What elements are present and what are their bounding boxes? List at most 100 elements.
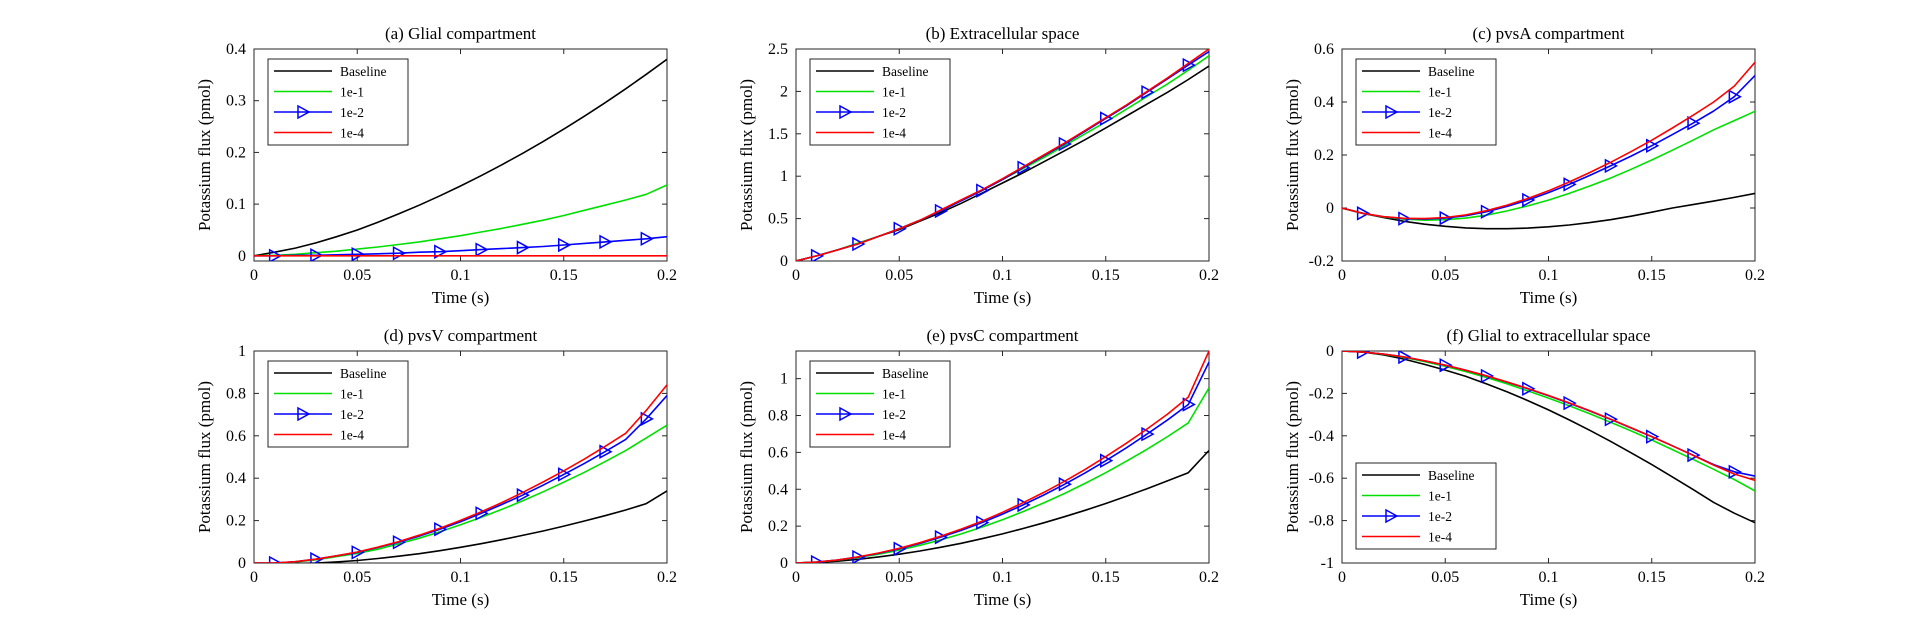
chart-title: (c) pvsA compartment: [1472, 24, 1624, 43]
series-marker: [1646, 138, 1660, 153]
legend-label: 1e-4: [882, 428, 906, 443]
y-axis-label: Potassium flux (pmol): [737, 381, 756, 533]
legend-marker: [1385, 508, 1399, 524]
series-marker: [1563, 395, 1577, 411]
legend: Baseline 1e-1 1e-2 1e-4: [1355, 58, 1497, 146]
legend-box: [809, 58, 951, 146]
legend: Baseline 1e-1 1e-2 1e-4: [267, 58, 409, 146]
series-line-Baseline: [1342, 351, 1755, 524]
series-marker: [852, 236, 866, 252]
x-tick-label: 0.15: [550, 267, 578, 284]
series-group: [254, 58, 667, 261]
x-tick-label: 0.1: [993, 569, 1013, 586]
legend-label: 1e-1: [340, 85, 364, 100]
legend-label: 1e-2: [1428, 105, 1452, 120]
series-group: [1342, 351, 1755, 524]
y-tick-label: 0.2: [226, 144, 246, 161]
series-marker: [268, 555, 283, 563]
legend-label: 1e-2: [340, 105, 364, 120]
y-tick-label: 0.8: [768, 408, 788, 425]
legend: Baseline 1e-1 1e-2 1e-4: [809, 360, 951, 448]
series-group: [1342, 61, 1755, 230]
y-tick-label: 0.6: [226, 428, 246, 445]
y-tick-label: -0.6: [1309, 470, 1334, 487]
series-group: [796, 351, 1209, 563]
x-tick-label: 0.1: [451, 569, 471, 586]
legend-box: [1355, 58, 1497, 146]
chart-panel-1: (a) Glial compartment 0 0.05 0.1 0.15 0.2 0 0.1…: [195, 24, 677, 307]
x-tick-label: 0.15: [1092, 569, 1120, 586]
y-tick-label: 0: [780, 253, 788, 270]
x-tick-label: 0.15: [1638, 569, 1666, 586]
y-tick-label: -0.2: [1309, 253, 1334, 270]
y-tick-label: 0.2: [768, 518, 788, 535]
y-axis-label: Potassium flux (pmol): [737, 79, 756, 231]
series-line-Baseline: [254, 58, 667, 257]
y-tick-label: 1: [780, 168, 788, 185]
series-marker: [475, 242, 489, 257]
y-tick-label: 0.8: [226, 385, 246, 402]
series-marker: [434, 244, 448, 259]
y-tick-label: 0.1: [226, 196, 246, 213]
series-line-Baseline: [1342, 192, 1755, 230]
series-marker: [1728, 89, 1742, 104]
legend-label: 1e-4: [1428, 530, 1452, 545]
legend-label: 1e-2: [882, 407, 906, 422]
y-tick-label: 1: [780, 371, 788, 388]
x-tick-label: 0.1: [993, 267, 1013, 284]
legend-label: Baseline: [1428, 468, 1475, 483]
series-line-1e-4: [1342, 351, 1755, 482]
x-tick-label: 0.05: [885, 267, 913, 284]
x-tick-label: 0.15: [550, 569, 578, 586]
series-line-1e-4: [796, 49, 1209, 261]
y-tick-label: 0.6: [1314, 41, 1334, 58]
legend-label: 1e-1: [882, 387, 906, 402]
series-line-1e-4: [254, 384, 667, 563]
legend: Baseline 1e-1 1e-2 1e-4: [1355, 462, 1497, 550]
legend-box: [1355, 462, 1497, 550]
series-line-1e-1: [254, 184, 667, 257]
legend-marker: [839, 104, 853, 120]
chart-title: (d) pvsV compartment: [384, 326, 538, 345]
y-tick-label: 0.3: [226, 93, 246, 110]
legend-label: 1e-1: [1428, 489, 1452, 504]
y-tick-label: 2: [780, 83, 788, 100]
legend-label: 1e-2: [882, 105, 906, 120]
x-tick-label: 0: [250, 267, 258, 284]
legend-label: 1e-2: [1428, 509, 1452, 524]
legend-label: Baseline: [882, 64, 929, 79]
y-tick-label: -0.8: [1309, 513, 1334, 530]
legend-label: 1e-4: [340, 428, 364, 443]
y-tick-label: 0: [238, 248, 246, 265]
chart-panel-4: (d) pvsV compartment 0 0.05 0.1 0.15 0.2 0 0.2 0…: [195, 326, 677, 609]
y-tick-label: 0: [780, 555, 788, 572]
legend-label: 1e-4: [882, 126, 906, 141]
legend-box: [809, 360, 951, 448]
y-tick-label: 0.4: [226, 470, 246, 487]
y-tick-label: -0.4: [1309, 428, 1334, 445]
legend-marker: [297, 406, 311, 422]
series-marker: [1058, 136, 1073, 152]
y-tick-label: -0.2: [1309, 385, 1334, 402]
legend: Baseline 1e-1 1e-2 1e-4: [267, 360, 409, 448]
x-tick-label: 0: [792, 267, 800, 284]
chart-panel-2: (b) Extracellular space 0 0.05 0.1 0.15 0.2 0 0…: [737, 24, 1219, 307]
x-tick-label: 0: [250, 569, 258, 586]
x-tick-label: 0: [792, 569, 800, 586]
x-axis-label: Time (s): [1520, 288, 1577, 307]
y-tick-label: 0.6: [768, 444, 788, 461]
chart-title: (f) Glial to extracellular space: [1447, 326, 1651, 345]
x-tick-label: 0.05: [343, 267, 371, 284]
x-tick-label: 0.15: [1638, 267, 1666, 284]
series-marker: [351, 247, 365, 261]
series-marker: [1604, 412, 1619, 427]
chart-panel-6: (f) Glial to extracellular space 0 0.05 0.1…: [1283, 326, 1765, 609]
series-marker: [1141, 84, 1155, 100]
x-tick-label: 0.1: [1539, 569, 1559, 586]
series-marker: [599, 444, 613, 459]
series-marker: [1141, 426, 1155, 442]
series-marker: [1480, 368, 1495, 384]
x-tick-label: 0.05: [885, 569, 913, 586]
